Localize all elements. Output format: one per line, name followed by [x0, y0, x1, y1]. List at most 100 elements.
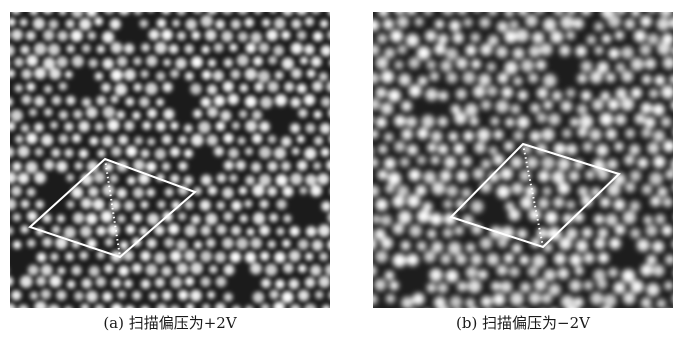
atom-spot	[304, 277, 316, 288]
atom-spot	[288, 250, 301, 262]
atom-spot	[102, 291, 113, 302]
atom-spot	[434, 43, 446, 55]
atom-spot	[373, 185, 380, 197]
atom-spot	[132, 111, 141, 120]
atom-spot	[30, 291, 38, 300]
atom-spot	[446, 72, 458, 84]
atom-spot	[378, 144, 388, 154]
atom-spot	[170, 69, 180, 78]
atom-spot	[140, 70, 149, 78]
atom-spot	[665, 169, 673, 180]
atom-spot	[650, 195, 661, 207]
atom-spot	[657, 186, 668, 197]
atom-spot	[398, 73, 411, 86]
atom-spot	[469, 116, 479, 126]
atom-spot	[437, 282, 448, 294]
atom-spot	[146, 55, 158, 67]
atom-spot	[124, 200, 135, 211]
atom-spot	[596, 144, 609, 157]
atom-spot	[170, 276, 182, 288]
atom-spot	[401, 296, 414, 308]
atom-spot	[289, 226, 300, 237]
atom-spot	[417, 241, 427, 251]
atom-spot	[56, 214, 65, 223]
atom-spot	[304, 17, 314, 27]
atom-spot	[290, 123, 301, 134]
atom-spot	[470, 200, 484, 213]
atom-spot	[430, 155, 440, 165]
atom-spot	[615, 87, 627, 100]
atom-spot	[455, 88, 467, 100]
atom-spot	[457, 281, 468, 292]
atom-spot	[298, 108, 308, 118]
atom-spot	[662, 197, 673, 208]
atom-spot	[321, 201, 330, 212]
atom-spot	[281, 161, 291, 171]
atom-spot	[183, 175, 193, 185]
atom-spot	[19, 18, 28, 27]
atom-spot	[63, 226, 76, 239]
atom-spot	[457, 12, 467, 15]
atom-spot	[566, 144, 578, 155]
atom-spot	[34, 171, 46, 184]
atom-spot	[229, 174, 238, 183]
atom-spot	[10, 69, 15, 78]
atom-spot	[178, 290, 189, 301]
atom-spot	[117, 290, 126, 299]
atom-spot	[164, 187, 174, 197]
atom-spot	[236, 237, 249, 250]
atom-spot	[434, 19, 445, 29]
atom-spot	[597, 227, 609, 239]
atom-spot	[252, 291, 265, 303]
atom-spot	[406, 12, 417, 15]
atom-spot	[384, 270, 395, 281]
atom-spot	[640, 264, 653, 277]
atom-spot	[208, 59, 216, 67]
atom-spot	[266, 29, 279, 41]
atom-spot	[71, 265, 82, 276]
atom-spot	[594, 46, 604, 55]
atom-spot	[495, 100, 509, 113]
atom-spot	[599, 112, 613, 127]
atom-spot	[520, 196, 533, 210]
atom-spot	[624, 154, 635, 166]
atom-spot	[94, 304, 105, 308]
atom-spot	[114, 83, 128, 96]
atom-spot	[10, 303, 16, 308]
atom-spot	[283, 214, 292, 223]
atom-spot	[656, 17, 670, 31]
atom-spot	[630, 170, 641, 182]
atom-spot	[464, 103, 478, 117]
atom-spot	[283, 263, 294, 274]
atom-spot	[299, 186, 308, 195]
atom-spot	[305, 252, 314, 261]
atom-spot	[517, 90, 528, 101]
atom-spot	[245, 42, 256, 54]
atom-spot	[64, 122, 74, 132]
atom-spot	[216, 201, 225, 210]
atom-spot	[44, 85, 52, 94]
atom-spot	[437, 116, 448, 127]
atom-spot	[512, 47, 525, 60]
stm-background-a	[10, 12, 330, 308]
atom-spot	[296, 135, 305, 143]
atom-spot	[661, 225, 673, 236]
atom-spot	[10, 198, 17, 210]
atom-spot	[637, 157, 649, 169]
atom-spot	[401, 100, 412, 112]
atom-spot	[222, 12, 233, 15]
atom-spot	[297, 30, 307, 40]
atom-spot	[146, 161, 157, 172]
atom-spot	[27, 211, 38, 222]
stm-image-a	[10, 12, 330, 308]
atom-spot	[191, 56, 203, 68]
atom-spot	[314, 136, 323, 146]
atom-spot	[646, 254, 657, 265]
atom-spot	[653, 155, 666, 168]
atom-spot	[406, 116, 418, 128]
atom-spot	[598, 252, 609, 264]
atom-spot	[597, 61, 609, 74]
atom-spot	[58, 110, 68, 120]
stm-image-panel-a	[10, 12, 330, 308]
atom-spot	[447, 241, 462, 255]
